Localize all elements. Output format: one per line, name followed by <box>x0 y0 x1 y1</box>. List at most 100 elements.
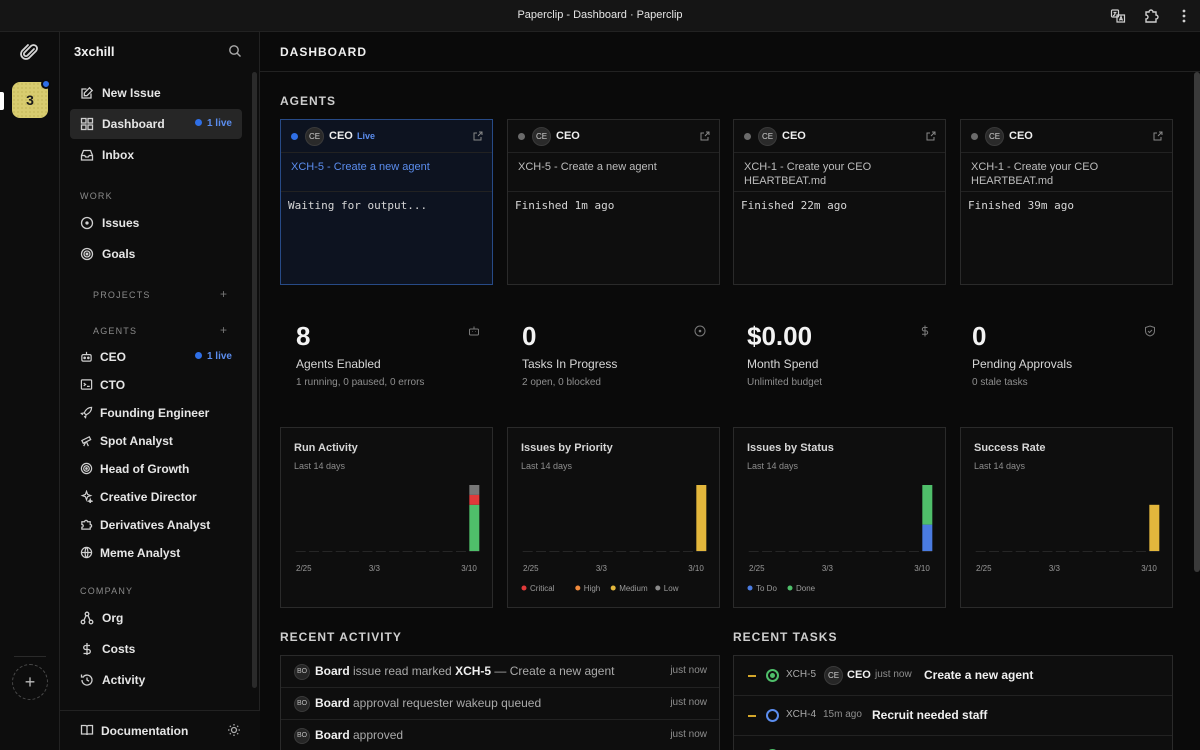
nav-new-issue[interactable]: New Issue <box>70 78 242 108</box>
nav-inbox[interactable]: Inbox <box>70 140 242 170</box>
bot-icon <box>469 326 479 336</box>
sidebar-agent-cto[interactable]: CTO <box>70 373 242 397</box>
target-icon <box>80 247 94 261</box>
agent-output: Finished 22m ago <box>741 199 847 212</box>
activity-detail: — Create a new agent <box>491 664 615 678</box>
recent-activity-list: BO Board issue read marked XCH-5 — Creat… <box>280 655 720 750</box>
chart-bar-segment <box>469 485 480 495</box>
sidebar-agent-derivatives-analyst[interactable]: Derivatives Analyst <box>70 513 242 537</box>
external-link-icon[interactable] <box>1153 131 1163 141</box>
external-link-icon[interactable] <box>926 131 936 141</box>
empty-day-mark <box>1002 551 1013 552</box>
stat-tasks-in-progress[interactable]: 0 Tasks In Progress 2 open, 0 blocked <box>506 315 706 395</box>
status-dot <box>744 133 751 140</box>
empty-day-mark <box>1149 551 1160 552</box>
agent-output: Finished 1m ago <box>515 199 615 212</box>
nav-issues[interactable]: Issues <box>70 208 242 238</box>
sidebar-agent-meme-analyst[interactable]: Meme Analyst <box>70 541 242 565</box>
activity-actor: Board <box>315 696 350 710</box>
activity-row[interactable]: BO Board issue read marked XCH-5 — Creat… <box>281 656 719 688</box>
task-title: Recruit needed staff <box>872 708 988 722</box>
issue-ref-link[interactable]: XCH-5 <box>455 664 492 678</box>
empty-day-mark <box>682 551 693 552</box>
recent-activity-title: RECENT ACTIVITY <box>280 630 402 644</box>
legend-label: Medium <box>619 584 648 593</box>
agent-label: CTO <box>100 378 126 392</box>
sidebar-agent-founding-engineer[interactable]: Founding Engineer <box>70 401 242 425</box>
stat-month-spend[interactable]: $0.00 Month Spend Unlimited budget <box>731 315 931 395</box>
activity-row[interactable]: BO Board approval requester wakeup queue… <box>281 688 719 720</box>
task-row[interactable]: XCH-4 15m ago Recruit needed staff <box>734 696 1172 736</box>
agent-task-link[interactable]: XCH-1 - Create your CEO HEARTBEAT.md <box>744 161 872 187</box>
agent-task-link[interactable]: XCH-5 - Create a new agent <box>518 161 657 173</box>
chart-subtitle: Last 14 days <box>747 461 799 471</box>
agent-task-link[interactable]: XCH-5 - Create a new agent <box>291 161 430 173</box>
add-project-button[interactable]: + <box>220 287 228 301</box>
nav-costs[interactable]: Costs <box>70 634 242 664</box>
agent-card-header: CE CEO <box>961 120 1172 153</box>
sun-icon[interactable] <box>227 723 241 737</box>
x-tick-label: 3/3 <box>1049 564 1061 573</box>
empty-day-mark <box>788 551 799 552</box>
agent-task-link[interactable]: XCH-1 - Create your CEO HEARTBEAT.md <box>971 161 1099 187</box>
sidebar-agent-creative-director[interactable]: Creative Director <box>70 485 242 509</box>
company-avatar[interactable]: 3 <box>12 79 51 118</box>
stat-pending-approvals[interactable]: 0 Pending Approvals 0 stale tasks <box>956 315 1156 395</box>
agent-label: CEO <box>100 350 127 364</box>
task-row[interactable] <box>734 736 1172 750</box>
main-scrollbar[interactable] <box>1194 72 1200 572</box>
empty-day-mark <box>1029 551 1040 552</box>
chart-svg: 2/25 3/3 3/10 <box>975 504 1160 573</box>
status-in-progress-icon <box>766 669 779 682</box>
agent-output: Finished 39m ago <box>968 199 1074 212</box>
agent-card[interactable]: CE CEO XCH-5 - Create a new agent Finish… <box>507 119 720 285</box>
nav-activity[interactable]: Activity <box>70 665 242 695</box>
shield-icon <box>1145 325 1155 337</box>
stat-agents-enabled[interactable]: 8 Agents Enabled 1 running, 0 paused, 0 … <box>280 315 480 395</box>
documentation-link[interactable]: Documentation <box>101 724 189 738</box>
divider <box>281 191 492 192</box>
add-agent-button[interactable]: + <box>220 323 228 337</box>
sidebar-agent-spot-analyst[interactable]: Spot Analyst <box>70 429 242 453</box>
task-row[interactable]: XCH-5 CE CEO just now Create a new agent <box>734 656 1172 696</box>
avatar: BO <box>294 696 310 712</box>
nav-goals[interactable]: Goals <box>70 239 242 269</box>
avatar: CE <box>824 666 843 685</box>
sidebar: 3xchill New Issue Dashboard 1 live Inbox… <box>60 32 260 750</box>
agent-card[interactable]: CE CEO XCH-1 - Create your CEO HEARTBEAT… <box>733 119 946 285</box>
agent-card[interactable]: CE CEO Live XCH-5 - Create a new agent W… <box>280 119 493 285</box>
legend-swatch <box>655 585 661 591</box>
paperclip-logo-icon[interactable] <box>20 42 40 62</box>
agent-card[interactable]: CE CEO XCH-1 - Create your CEO HEARTBEAT… <box>960 119 1173 285</box>
add-company-button[interactable]: + <box>12 664 48 700</box>
nav-label: Costs <box>102 642 136 656</box>
chart-bar-segment <box>696 485 707 551</box>
empty-day-mark <box>828 551 839 552</box>
empty-day-mark <box>989 551 1000 552</box>
translate-icon[interactable] <box>1110 8 1126 24</box>
empty-day-mark <box>616 551 627 552</box>
nav-dashboard[interactable]: Dashboard 1 live <box>70 109 242 139</box>
more-vertical-icon[interactable] <box>1176 8 1192 24</box>
search-icon[interactable] <box>228 44 242 58</box>
empty-day-mark <box>576 551 587 552</box>
section-company: COMPANY <box>80 586 134 596</box>
stat-sub: 1 running, 0 paused, 0 errors <box>296 377 425 388</box>
x-tick-label: 3/3 <box>596 564 608 573</box>
sidebar-footer: Documentation <box>60 710 260 750</box>
chart-run-activity: Run Activity Last 14 days 2/25 3/3 3/10 <box>280 427 493 608</box>
external-link-icon[interactable] <box>473 131 483 141</box>
nav-label: Inbox <box>102 148 134 162</box>
extensions-icon[interactable] <box>1143 8 1159 24</box>
activity-action: approved <box>349 728 404 742</box>
sidebar-agent-ceo[interactable]: CEO 1 live <box>70 345 242 369</box>
activity-row[interactable]: BO Board approved just now <box>281 720 719 750</box>
stat-value: 0 <box>522 321 537 351</box>
nav-org[interactable]: Org <box>70 603 242 633</box>
empty-day-mark <box>375 551 386 552</box>
chart-issues-by-priority: Issues by Priority Last 14 days 2/25 3/3 3… <box>507 427 720 608</box>
sidebar-agent-head-of-growth[interactable]: Head of Growth <box>70 457 242 481</box>
sidebar-scrollbar[interactable] <box>252 72 257 688</box>
org-icon <box>80 611 94 625</box>
external-link-icon[interactable] <box>700 131 710 141</box>
